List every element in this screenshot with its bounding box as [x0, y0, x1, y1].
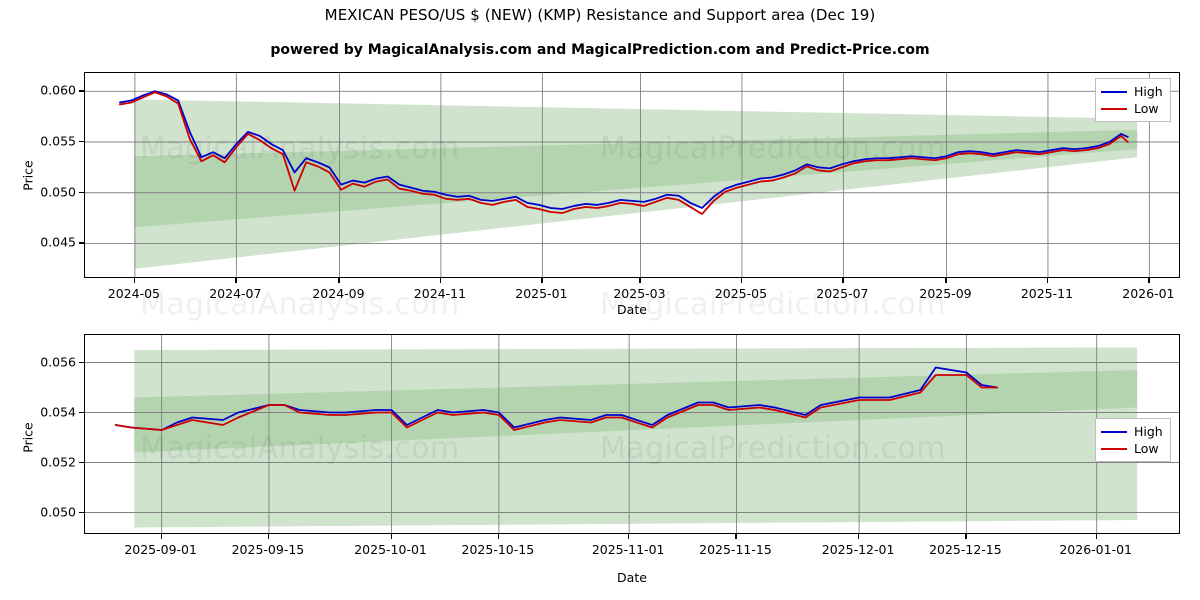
main-chart-y-tick-mark [79, 191, 84, 194]
main-chart-x-tick-label: 2025-11 [1020, 286, 1074, 301]
zoom-chart-y-tick-label: 0.050 [40, 504, 76, 519]
zoom-chart-x-tick-mark [965, 534, 967, 539]
main-chart-x-tick-label: 2025-09 [919, 286, 972, 301]
zoom-chart-x-tick-mark [735, 534, 737, 539]
zoom-chart-x-tick-label: 2025-10-15 [461, 542, 535, 557]
legend-swatch-low [1101, 447, 1127, 450]
main-chart-x-tick-mark [1148, 278, 1150, 283]
zoom-chart-x-tick-label: 2025-11-15 [699, 542, 772, 557]
zoom-chart-canvas [85, 335, 1179, 533]
main-chart-legend[interactable]: High Low [1095, 78, 1171, 122]
zoom-chart-x-tick-mark [497, 534, 500, 539]
main-chart-x-tick-mark [842, 278, 844, 283]
zoom-chart-x-tick-label: 2025-11-01 [591, 542, 665, 557]
zoom-chart-x-tick-mark [160, 534, 162, 539]
zoom-chart-x-tick-label: 2025-12-15 [929, 542, 1002, 557]
page-subtitle: powered by MagicalAnalysis.com and Magic… [270, 42, 930, 58]
legend-swatch-high [1101, 90, 1127, 93]
main-chart-x-tick-mark [439, 278, 442, 283]
zoom-chart-x-tick-mark [628, 534, 630, 539]
zoom-chart-y-tick-label: 0.052 [40, 454, 76, 469]
main-chart-series-high [119, 90, 1129, 210]
zoom-chart-series-low [114, 374, 998, 431]
main-chart-x-tick-label: 2024-11 [413, 286, 467, 301]
zoom-chart-y-tick-mark [79, 361, 84, 363]
legend-item-low[interactable]: Low [1101, 100, 1163, 117]
main-chart-y-tick-mark [79, 242, 84, 244]
zoom-chart-y-tick-mark [79, 511, 84, 513]
main-chart-x-tick-mark [1046, 278, 1049, 283]
main-chart-y-tick-mark [79, 90, 84, 92]
main-chart-x-tick-mark [945, 278, 947, 283]
main-chart-panel: Price Date 0.045 0.050 0.055 0.060 2024-05 20… [21, 72, 1180, 317]
zoom-chart-y-tick-label: 0.054 [40, 404, 76, 419]
legend-swatch-low [1101, 107, 1127, 110]
main-chart-y-tick-label: 0.045 [40, 234, 76, 250]
main-chart-x-tick-label: 2024-09 [312, 286, 365, 301]
main-chart-series-low [119, 91, 1129, 215]
zoom-chart-x-tick-mark [267, 534, 270, 539]
zoom-chart-x-tick-mark [390, 534, 392, 539]
main-chart-x-tick-mark [133, 278, 136, 283]
main-chart-x-tick-mark [639, 278, 641, 283]
zoom-chart-x-tick-label: 2025-09-01 [124, 542, 197, 557]
main-chart-x-tick-mark [541, 278, 543, 283]
legend-label-low: Low [1134, 101, 1159, 116]
zoom-chart-plot-area[interactable] [84, 334, 1180, 534]
main-chart-x-tick-label: 2024-05 [107, 286, 161, 301]
legend-label-high: High [1134, 424, 1163, 439]
main-chart-x-tick-mark [338, 278, 340, 283]
main-chart-x-tick-label: 2025-05 [714, 286, 768, 301]
main-chart-x-tick-label: 2024-07 [209, 286, 262, 301]
zoom-chart-x-tick-mark [858, 534, 860, 539]
zoom-chart-x-tick-label: 2025-12-01 [821, 542, 895, 557]
zoom-chart-x-tick-label: 2025-10-01 [354, 542, 427, 557]
main-chart-y-tick-mark [79, 141, 84, 143]
zoom-chart-x-tick-mark [1095, 534, 1097, 539]
zoom-chart-x-tick-label: 2025-09-15 [231, 542, 305, 557]
main-chart-y-tick-label: 0.050 [40, 184, 76, 200]
main-chart-y-tick-label: 0.055 [40, 133, 76, 149]
main-chart-x-tick-mark [235, 278, 237, 283]
legend-item-low[interactable]: Low [1101, 440, 1163, 457]
main-chart-x-tick-mark [740, 278, 743, 283]
main-chart-y-tick-label: 0.060 [40, 82, 76, 98]
legend-item-high[interactable]: High [1101, 423, 1163, 440]
main-chart-x-tick-label: 2025-01 [515, 286, 568, 301]
main-chart-x-tick-label: 2025-03 [613, 286, 666, 301]
zoom-chart-y-tick-mark [79, 461, 84, 463]
legend-swatch-high [1101, 430, 1127, 433]
legend-label-high: High [1134, 84, 1163, 99]
page-title: MEXICAN PESO/US $ (NEW) (KMP) Resistance… [324, 6, 876, 24]
zoom-chart-x-axis-label: Date [617, 570, 647, 585]
legend-label-low: Low [1134, 441, 1159, 456]
zoom-chart-y-tick-mark [79, 411, 84, 413]
main-chart-canvas [85, 73, 1179, 277]
zoom-chart-x-tick-label: 2026-01-01 [1059, 542, 1133, 557]
main-chart-x-axis-label: Date [617, 302, 647, 317]
main-chart-plot-area[interactable] [84, 72, 1180, 278]
main-chart-x-tick-label: 2026-01 [1122, 286, 1175, 301]
main-chart-x-tick-label: 2025-07 [816, 286, 869, 301]
legend-item-high[interactable]: High [1101, 83, 1163, 100]
zoom-chart-legend[interactable]: High Low [1095, 418, 1171, 462]
zoom-chart-y-tick-label: 0.056 [40, 354, 76, 369]
